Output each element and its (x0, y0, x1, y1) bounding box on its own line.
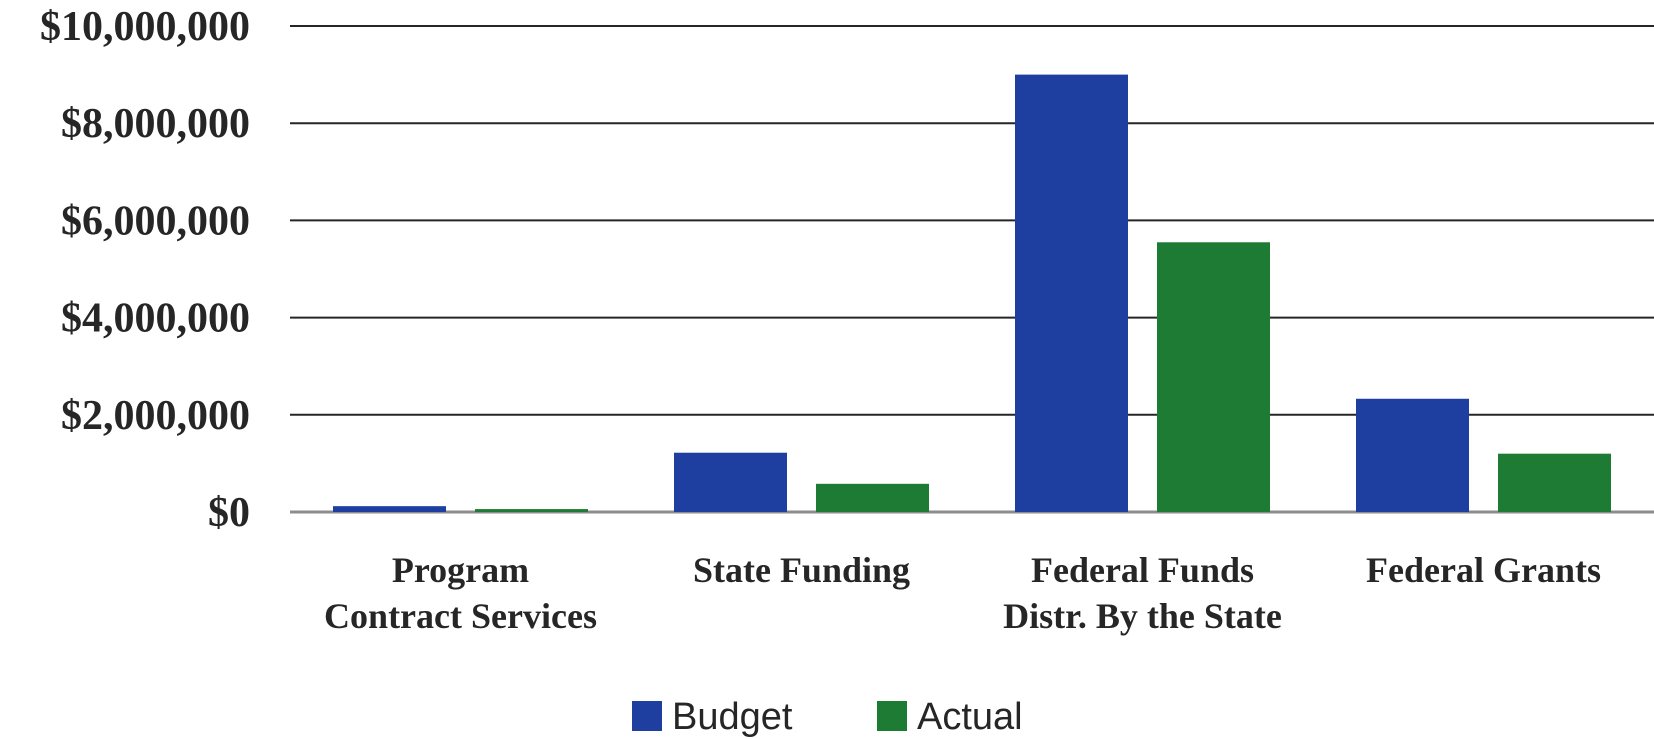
x-axis-ticks: Program Contract Services State Funding Fed… (324, 550, 1601, 636)
x-tick-label: Federal Grants (1366, 550, 1601, 590)
bars (333, 74, 1611, 512)
legend-swatch-actual (877, 701, 907, 731)
y-axis-ticks: $0 $2,000,000 $4,000,000 $6,000,000 $8,000,0… (40, 4, 250, 536)
y-tick-label: $2,000,000 (61, 393, 250, 439)
bar-budget (674, 452, 787, 512)
legend-swatch-budget (632, 701, 662, 731)
legend: Budget Actual (632, 696, 1023, 738)
x-tick-label: Federal Funds Distr. By the State (1003, 550, 1282, 636)
legend-label-actual: Actual (917, 696, 1023, 738)
x-tick-label: State Funding (693, 550, 910, 590)
bar-budget (333, 506, 446, 512)
bar-budget (1015, 74, 1128, 512)
y-tick-label: $10,000,000 (40, 4, 250, 50)
bar-actual (816, 483, 929, 512)
legend-label-budget: Budget (672, 696, 793, 738)
bar-budget (1356, 398, 1469, 512)
bar-actual (1498, 453, 1611, 512)
bar-actual (475, 509, 588, 512)
y-tick-label: $4,000,000 (61, 296, 250, 342)
y-tick-label: $8,000,000 (61, 101, 250, 147)
y-tick-label: $0 (208, 490, 250, 536)
x-tick-label: Program Contract Services (324, 550, 597, 636)
y-tick-label: $6,000,000 (61, 198, 250, 244)
bar-actual (1157, 242, 1270, 512)
